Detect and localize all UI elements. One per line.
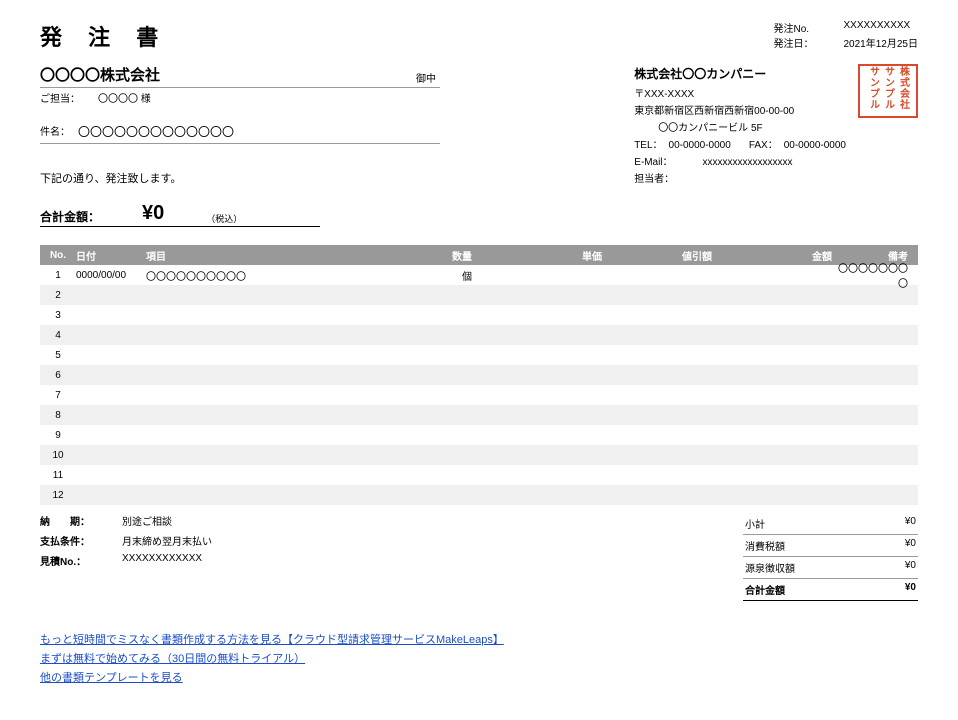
stamp-text: 株式会社 サンプル サンプル (866, 66, 911, 116)
tax-value: ¥0 (905, 538, 916, 553)
table-header: No. 日付 項目 数量 単価 値引額 金額 備考 (40, 245, 918, 265)
cell-item: 〇〇〇〇〇〇〇〇〇〇 (146, 268, 408, 283)
total-value: ¥0 (905, 582, 916, 597)
sender-address: 東京都新宿区西新宿西新宿00-00-00 (634, 103, 846, 120)
total-top-tax: （税込） (206, 212, 242, 225)
sender-fax-label: FAX： (749, 137, 778, 154)
doc-date-value: 2021年12月25日 (844, 35, 919, 50)
cell-no: 3 (40, 310, 76, 321)
total-top-label: 合計金額： (40, 208, 100, 225)
recipient-suffix: 御中 (416, 70, 436, 85)
col-date: 日付 (76, 248, 146, 263)
confirm-text: 下記の通り、発注致します。 (40, 170, 440, 186)
link-trial[interactable]: まずは無料で始めてみる（30日間の無料トライアル） (40, 650, 918, 666)
link-templates[interactable]: 他の書類テンプレートを見る (40, 669, 918, 685)
quote-value: XXXXXXXXXXXX (122, 553, 202, 568)
sender-email-label: E-Mail： (634, 154, 672, 171)
sender-fax: 00-0000-0000 (784, 137, 846, 154)
payment-value: 月末締め翌月末払い (122, 533, 212, 548)
cell-note: 〇〇〇〇〇〇〇〇 (838, 260, 918, 290)
cell-no: 12 (40, 490, 76, 501)
terms-block: 納 期： 別途ご相談 支払条件： 月末締め翌月末払い 見積No.： XXXXXX… (40, 513, 212, 601)
cell-no: 8 (40, 410, 76, 421)
table-row: 9 (40, 425, 918, 445)
sender-tel: 00-0000-0000 (669, 137, 731, 154)
sender-email: xxxxxxxxxxxxxxxxxx (703, 154, 793, 171)
col-amount: 金額 (718, 248, 838, 263)
table-row: 5 (40, 345, 918, 365)
col-qty: 数量 (408, 248, 478, 263)
recipient-contact-label: ご担当： (40, 90, 80, 105)
cell-date: 0000/00/00 (76, 270, 146, 281)
cell-no: 2 (40, 290, 76, 301)
sender-tel-label: TEL： (634, 137, 662, 154)
subtotal-label: 小計 (745, 516, 765, 531)
doc-meta: 発注No. XXXXXXXXXX 発注日： 2021年12月25日 (774, 20, 919, 50)
tax-label: 消費税額 (745, 538, 785, 553)
line-items-table: No. 日付 項目 数量 単価 値引額 金額 備考 10000/00/00〇〇〇… (40, 245, 918, 505)
recipient-name: 〇〇〇〇株式会社 (40, 64, 160, 85)
sender-person-label: 担当者： (634, 171, 674, 188)
cell-no: 11 (40, 470, 76, 481)
footer-links: もっと短時間でミスなく書類作成する方法を見る【クラウド型請求管理サービスMake… (40, 631, 918, 685)
withhold-value: ¥0 (905, 560, 916, 575)
col-item: 項目 (146, 248, 408, 263)
cell-no: 6 (40, 370, 76, 381)
withhold-label: 源泉徴収額 (745, 560, 795, 575)
cell-no: 1 (40, 270, 76, 281)
cell-no: 9 (40, 430, 76, 441)
sender-building: 〇〇カンパニービル 5F (658, 120, 846, 137)
sender-postal: 〒XXX-XXXX (634, 86, 846, 103)
table-row: 2 (40, 285, 918, 305)
table-row: 11 (40, 465, 918, 485)
recipient-contact-name: 〇〇〇〇 様 (98, 90, 151, 105)
doc-no-label: 発注No. (774, 20, 824, 35)
quote-label: 見積No.： (40, 553, 96, 568)
cell-no: 4 (40, 330, 76, 341)
summary-block: 小計 ¥0 消費税額 ¥0 源泉徴収額 ¥0 合計金額 ¥0 (743, 513, 918, 601)
cell-no: 7 (40, 390, 76, 401)
table-row: 3 (40, 305, 918, 325)
table-row: 10000/00/00〇〇〇〇〇〇〇〇〇〇個〇〇〇〇〇〇〇〇 (40, 265, 918, 285)
company-stamp: 株式会社 サンプル サンプル (858, 64, 918, 118)
delivery-label: 納 期： (40, 513, 96, 528)
table-row: 6 (40, 365, 918, 385)
cell-qty: 個 (408, 268, 478, 283)
doc-no-value: XXXXXXXXXX (844, 20, 911, 35)
table-row: 4 (40, 325, 918, 345)
doc-title: 発 注 書 (40, 20, 168, 52)
doc-date-label: 発注日： (774, 35, 824, 50)
cell-no: 5 (40, 350, 76, 361)
col-no: No. (40, 250, 76, 261)
total-top-amount: ¥0 (142, 202, 164, 225)
table-row: 7 (40, 385, 918, 405)
cell-no: 10 (40, 450, 76, 461)
delivery-value: 別途ご相談 (122, 513, 172, 528)
subtotal-value: ¥0 (905, 516, 916, 531)
table-row: 8 (40, 405, 918, 425)
subject-value: 〇〇〇〇〇〇〇〇〇〇〇〇〇 (78, 123, 234, 140)
col-unit: 単価 (478, 248, 608, 263)
link-makeleaps[interactable]: もっと短時間でミスなく書類作成する方法を見る【クラウド型請求管理サービスMake… (40, 631, 918, 647)
subject-label: 件名： (40, 123, 70, 140)
total-label: 合計金額 (745, 582, 785, 597)
table-row: 10 (40, 445, 918, 465)
sender-name: 株式会社〇〇カンパニー (634, 64, 846, 84)
table-row: 12 (40, 485, 918, 505)
payment-label: 支払条件： (40, 533, 96, 548)
col-discount: 値引額 (608, 248, 718, 263)
